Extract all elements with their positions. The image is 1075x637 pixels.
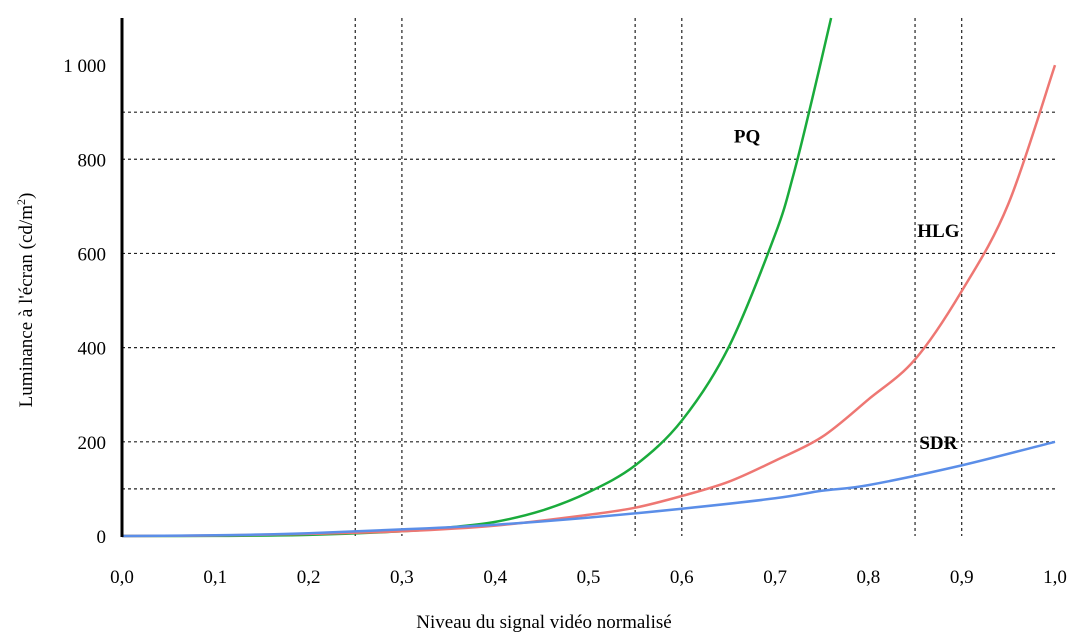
x-tick-label: 0,3 xyxy=(390,567,414,588)
y-tick-label: 600 xyxy=(78,244,107,265)
x-tick-label: 1,0 xyxy=(1043,567,1067,588)
curve-label-sdr: SDR xyxy=(919,433,957,454)
x-tick-label: 0,0 xyxy=(110,567,134,588)
y-tick-label: 0 xyxy=(97,527,107,548)
y-tick-label: 1 000 xyxy=(63,56,106,77)
curve-label-hlg: HLG xyxy=(917,221,959,242)
x-axis-title: Niveau du signal vidéo normalisé xyxy=(416,612,671,633)
y-tick-label: 400 xyxy=(78,339,107,360)
y-tick-label: 200 xyxy=(78,433,107,454)
series-line-pq xyxy=(121,17,833,538)
x-tick-label: 0,7 xyxy=(763,567,787,588)
tick-labels: 0,0 0,1 0,2 0,3 0,4 0,5 0,6 0,7 0,8 0,9 1,0 0 200 400… xyxy=(63,56,1067,588)
series-lines xyxy=(121,17,1057,538)
y-tick-label: 800 xyxy=(78,150,107,171)
curve-labels: PQ HLG SDR xyxy=(734,127,960,454)
y-axis-title-end: ) xyxy=(16,193,37,199)
y-axis-title: Luminance à l'écran (cd/m2) xyxy=(14,193,37,408)
x-tick-label: 0,4 xyxy=(483,567,507,588)
x-tick-label: 0,5 xyxy=(577,567,601,588)
grid xyxy=(122,18,1055,536)
series-line-hlg xyxy=(121,64,1057,538)
y-axis-title-superscript: 2 xyxy=(14,199,28,205)
x-tick-label: 0,6 xyxy=(670,567,694,588)
x-tick-label: 0,1 xyxy=(203,567,227,588)
x-tick-label: 0,9 xyxy=(950,567,974,588)
y-axis-title-main: Luminance à l'écran (cd/m xyxy=(16,205,37,408)
x-tick-label: 0,8 xyxy=(857,567,881,588)
curve-label-pq: PQ xyxy=(734,127,760,148)
x-tick-label: 0,2 xyxy=(297,567,321,588)
series-line-sdr xyxy=(121,440,1056,538)
